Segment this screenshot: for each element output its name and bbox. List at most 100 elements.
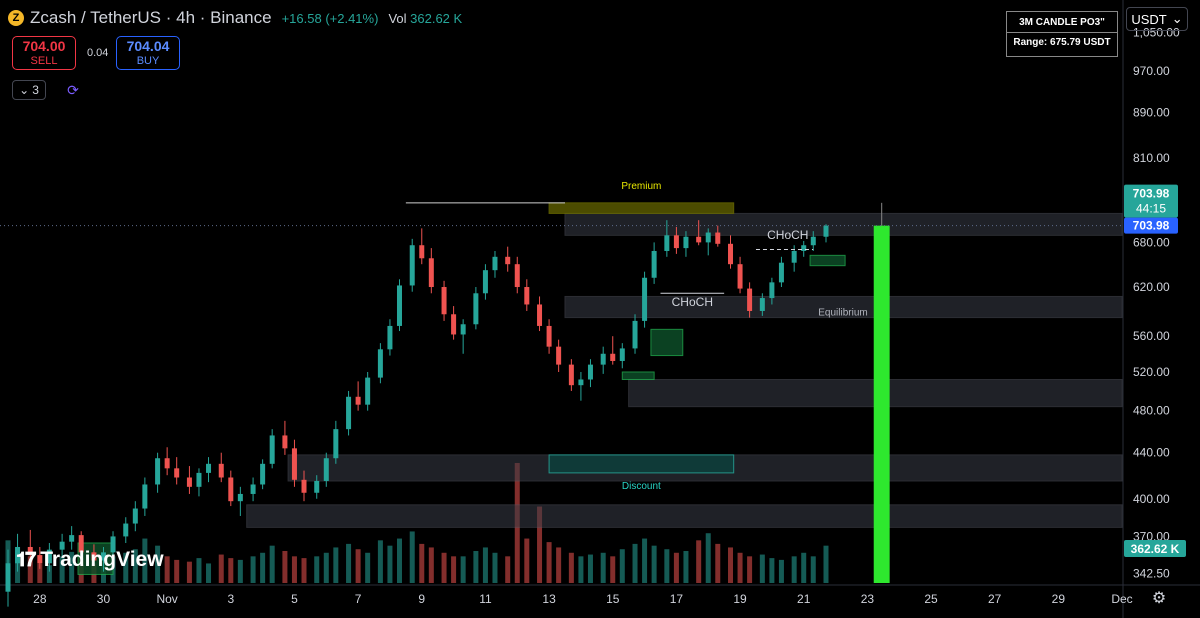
candle-body (801, 245, 807, 251)
price-change: +16.58 (+2.41%) (281, 10, 379, 26)
y-tick-label: 480.00 (1133, 404, 1170, 418)
volume-tag (1124, 540, 1186, 557)
volume-bar (174, 559, 180, 583)
tradingview-logo: 𝟏𝟕 TradingView (16, 548, 164, 572)
volume-bar (578, 556, 584, 583)
choch-label: CHoCH (672, 295, 713, 309)
y-tick-label: 890.00 (1133, 105, 1170, 119)
volume-bar (728, 547, 734, 583)
volume-bar (769, 558, 775, 583)
volume-bar (237, 559, 243, 583)
candle-body (651, 250, 657, 278)
volume-bar (642, 538, 648, 583)
volume-bar (260, 552, 266, 583)
volume-bar (377, 540, 383, 583)
crosshair-price-value: 703.98 (1133, 219, 1170, 233)
candle-body (123, 523, 129, 537)
po3-legend: 3M CANDLE PO3" Range: 675.79 USDT (1006, 11, 1118, 57)
zone-ob (621, 371, 655, 380)
candle-body (314, 480, 320, 493)
volume-bar (505, 556, 511, 583)
volume-bar (673, 552, 679, 583)
po3-legend-range: Range: 675.79 USDT (1013, 37, 1111, 48)
candle-body (747, 288, 753, 311)
volume-bar (587, 554, 593, 583)
chevron-down-icon: ⌄ (19, 83, 30, 97)
sync-icon[interactable]: ⟳ (67, 82, 79, 98)
volume-bar (355, 549, 361, 583)
x-tick-label: 11 (479, 592, 492, 606)
sell-price: 704.00 (22, 38, 66, 54)
candle-body (237, 493, 243, 502)
y-tick-label: 560.00 (1133, 329, 1170, 343)
x-tick-label: 17 (670, 592, 684, 606)
candle-body (355, 396, 361, 405)
volume-bar (396, 538, 402, 583)
zone-discount (548, 454, 735, 474)
candle-body (218, 463, 224, 478)
volume-bar (482, 547, 488, 583)
buy-button[interactable]: 704.04 BUY (116, 36, 180, 70)
zone-zone (246, 504, 1123, 528)
zone-premium (548, 202, 735, 214)
symbol-title[interactable]: Zcash / TetherUS · 4h · Binance (30, 8, 272, 27)
volume-bar (323, 552, 329, 583)
gear-icon[interactable]: ⚙ (1151, 590, 1167, 607)
candle-body (419, 245, 425, 259)
volume-bar (524, 538, 530, 583)
volume-value: 362.62 K (410, 10, 463, 26)
y-tick-label: 400.00 (1133, 492, 1170, 506)
currency-value: USDT (1131, 11, 1167, 27)
candle-body (673, 235, 679, 249)
volume-bar (346, 543, 352, 583)
volume-bar (164, 556, 170, 583)
candle-body (482, 270, 488, 294)
zone-label: Discount (622, 481, 661, 492)
volume-bar (460, 556, 466, 583)
sell-button[interactable]: 704.00 SELL (12, 36, 76, 70)
volume-bar (301, 558, 307, 583)
candle-body (492, 256, 498, 271)
volume-bar (218, 554, 224, 583)
candle-body (155, 458, 161, 485)
candle-body (282, 435, 288, 449)
candle-body (473, 293, 479, 325)
candle-body (759, 298, 765, 311)
candle-body (142, 484, 148, 509)
candle-body (451, 314, 457, 335)
buy-price: 704.04 (126, 38, 170, 54)
candle-body (578, 379, 584, 386)
indicators-toggle[interactable]: ⌄ 3 (12, 80, 46, 100)
zone-ob (809, 254, 846, 267)
candle-body (441, 287, 447, 315)
candle-body (546, 325, 552, 347)
candle-body (377, 349, 383, 378)
x-tick-label: 27 (988, 592, 1002, 606)
volume-bar (778, 559, 784, 583)
candle-body (15, 546, 21, 564)
candle-body (333, 429, 339, 459)
candle-body (537, 304, 543, 326)
volume-bar (155, 545, 161, 583)
candle-body (600, 353, 606, 365)
currency-select[interactable]: USDT ⌄ (1126, 7, 1188, 31)
candle-body (409, 245, 415, 286)
volume-bar (186, 561, 192, 583)
candle-body (823, 225, 829, 237)
zone-label: Equilibrium (818, 308, 867, 319)
volume-bar (59, 556, 65, 583)
y-tick-label: 620.00 (1133, 280, 1170, 294)
candle-body (206, 463, 212, 473)
volume-bar (600, 552, 606, 583)
volume-bar (492, 552, 498, 583)
candle-body (110, 536, 116, 553)
x-tick-label: 13 (542, 592, 556, 606)
y-tick-label: 1,050.00 (1133, 25, 1180, 39)
last-price-value: 703.98 (1133, 187, 1170, 201)
volume-bar (664, 549, 670, 583)
y-tick-label: 370.00 (1133, 529, 1170, 543)
x-tick-label: 3 (227, 592, 234, 606)
candle-body (696, 236, 702, 243)
last-price-tag (1124, 184, 1178, 218)
